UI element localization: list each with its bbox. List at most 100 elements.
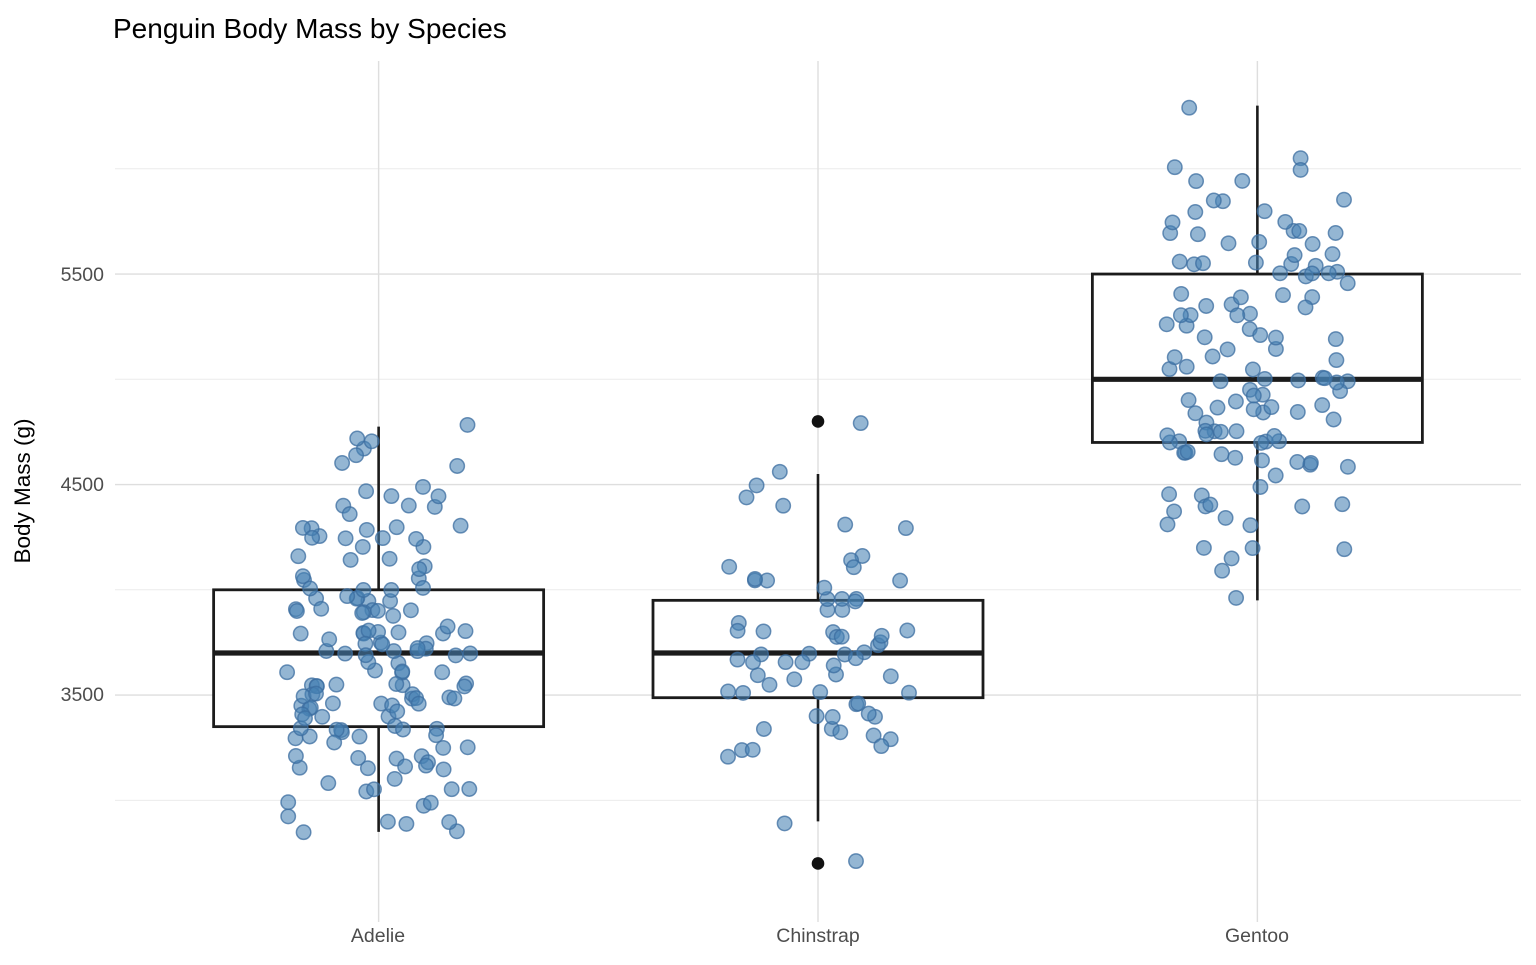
jitter-point <box>280 808 297 825</box>
jitter-point <box>292 625 309 642</box>
jitter-point <box>775 497 792 514</box>
jitter-point <box>1227 393 1244 410</box>
jitter-point <box>449 458 466 474</box>
jitter-point <box>381 550 398 567</box>
jitter-point <box>1217 509 1234 526</box>
jitter-point <box>1187 204 1204 220</box>
jitter-point <box>1245 401 1262 418</box>
jitter-point <box>1289 404 1306 420</box>
jitter-point <box>1180 392 1197 409</box>
jitter-point <box>452 517 469 534</box>
jitter-point <box>1292 161 1309 178</box>
jitter-point <box>1198 426 1215 443</box>
jitter-point <box>1172 307 1189 324</box>
jitter-point <box>1256 370 1273 387</box>
jitter-point <box>443 781 460 798</box>
jitter-point <box>366 781 382 798</box>
jitter-point <box>1297 299 1314 316</box>
jitter-point <box>837 516 854 533</box>
x-tick-label: Adelie <box>351 925 405 947</box>
jitter-point <box>1219 341 1236 358</box>
jitter-point <box>824 709 841 725</box>
jitter-point <box>1327 331 1344 348</box>
jitter-point <box>439 618 456 635</box>
jitter-point <box>1272 265 1289 282</box>
jitter-point <box>354 538 371 555</box>
jitter-point <box>410 695 427 712</box>
jitter-point <box>1205 192 1222 209</box>
jitter-point <box>1314 397 1331 414</box>
jitter-point <box>294 519 311 536</box>
jitter-point <box>1252 327 1269 344</box>
jitter-point <box>1159 516 1176 533</box>
y-tick-label: 4500 <box>61 474 105 496</box>
jitter-point <box>1266 428 1283 444</box>
jitter-point <box>1227 449 1244 466</box>
jitter-point <box>834 590 850 607</box>
jitter-point <box>860 705 877 722</box>
jitter-point <box>369 602 386 619</box>
jitter-point <box>748 477 765 494</box>
jitter-point <box>850 695 867 712</box>
jitter-point <box>1204 348 1221 365</box>
jitter-point <box>447 647 464 664</box>
jitter-point <box>1294 498 1311 515</box>
jitter-point <box>313 600 330 617</box>
jitter-point <box>308 685 324 702</box>
jitter-point <box>409 640 426 657</box>
jitter-point <box>1304 265 1321 282</box>
jitter-point <box>1189 226 1206 243</box>
jitter-point <box>1188 173 1205 190</box>
jitter-point <box>1228 423 1245 440</box>
jitter-point <box>1320 265 1337 282</box>
jitter-point <box>1209 399 1226 416</box>
jitter-point <box>1202 496 1219 513</box>
jitter-point <box>1229 307 1246 324</box>
jitter-points <box>279 99 1356 870</box>
jitter-point <box>360 622 377 639</box>
outlier-point <box>811 857 825 870</box>
jitter-point <box>385 607 402 624</box>
jitter-point <box>1196 329 1213 346</box>
jitter-point <box>720 683 737 700</box>
jitter-point <box>720 748 736 765</box>
jitter-point <box>848 853 864 870</box>
jitter-point <box>808 708 825 725</box>
jitter-point <box>1166 349 1183 366</box>
jitter-point <box>786 671 803 688</box>
jitter-point <box>326 734 343 751</box>
jitter-point <box>1212 373 1229 390</box>
jitter-point <box>1195 255 1211 272</box>
jitter-point <box>729 651 746 668</box>
jitter-point <box>1166 503 1183 520</box>
jitter-point <box>1334 496 1351 513</box>
jitter-point <box>847 593 864 610</box>
jitter-point <box>288 603 305 619</box>
jitter-point <box>761 676 778 693</box>
jitter-point <box>873 627 890 644</box>
jitter-point <box>415 579 431 596</box>
y-tick-label: 5500 <box>61 264 105 286</box>
jitter-point <box>776 815 793 832</box>
jitter-point <box>738 489 755 506</box>
jitter-point <box>1327 225 1344 241</box>
jitter-point <box>1234 172 1251 189</box>
jitter-point <box>459 416 476 433</box>
jitter-point <box>334 455 351 471</box>
x-tick-label: Chinstrap <box>776 925 860 947</box>
jitter-point <box>302 580 319 597</box>
jitter-point <box>1214 562 1231 579</box>
jitter-point <box>1324 246 1341 263</box>
y-axis-title: Body Mass (g) <box>10 418 35 563</box>
jitter-point <box>1275 287 1291 304</box>
jitter-point <box>350 750 367 766</box>
jitter-point <box>1339 275 1356 292</box>
jitter-point <box>1304 236 1321 252</box>
jitter-point <box>755 623 772 640</box>
jitter-point <box>729 622 746 639</box>
jitter-point <box>280 794 297 811</box>
x-tick-label: Gentoo <box>1225 925 1289 947</box>
jitter-point <box>1328 352 1345 369</box>
jitter-point <box>832 724 849 741</box>
